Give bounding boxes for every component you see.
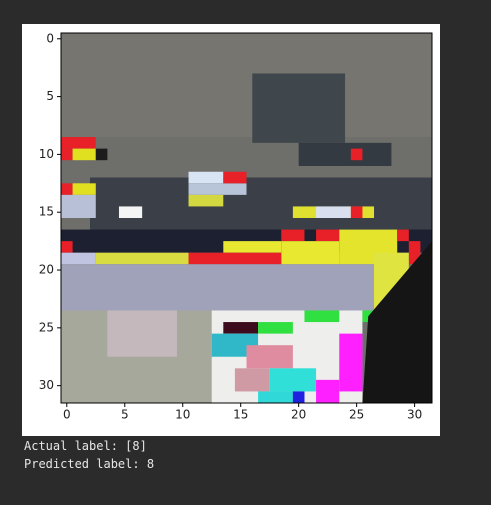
x-tick-label: 30	[407, 408, 422, 422]
x-tick-label: 10	[175, 408, 190, 422]
figure: 0 5 10 15 20 25 30 0 5 10 15 20 25 30	[22, 24, 440, 436]
y-tick-label: 0	[46, 31, 54, 45]
y-tick-label: 30	[39, 378, 54, 392]
x-tick-label: 25	[349, 408, 364, 422]
x-tick-label: 0	[63, 408, 71, 422]
output-line: Actual label: [8]	[24, 439, 147, 453]
x-tick-label: 15	[233, 408, 248, 422]
y-tick-label: 5	[46, 89, 54, 103]
output-line: Predicted label: 8	[24, 457, 155, 471]
axes-frame	[60, 32, 433, 404]
y-tick-label: 15	[39, 205, 54, 219]
y-tick-label: 25	[39, 320, 54, 334]
y-tick-label: 20	[39, 263, 54, 277]
x-tick-label: 5	[121, 408, 129, 422]
x-tick-label: 20	[291, 408, 306, 422]
image	[61, 33, 432, 403]
y-tick-label: 10	[39, 147, 54, 161]
